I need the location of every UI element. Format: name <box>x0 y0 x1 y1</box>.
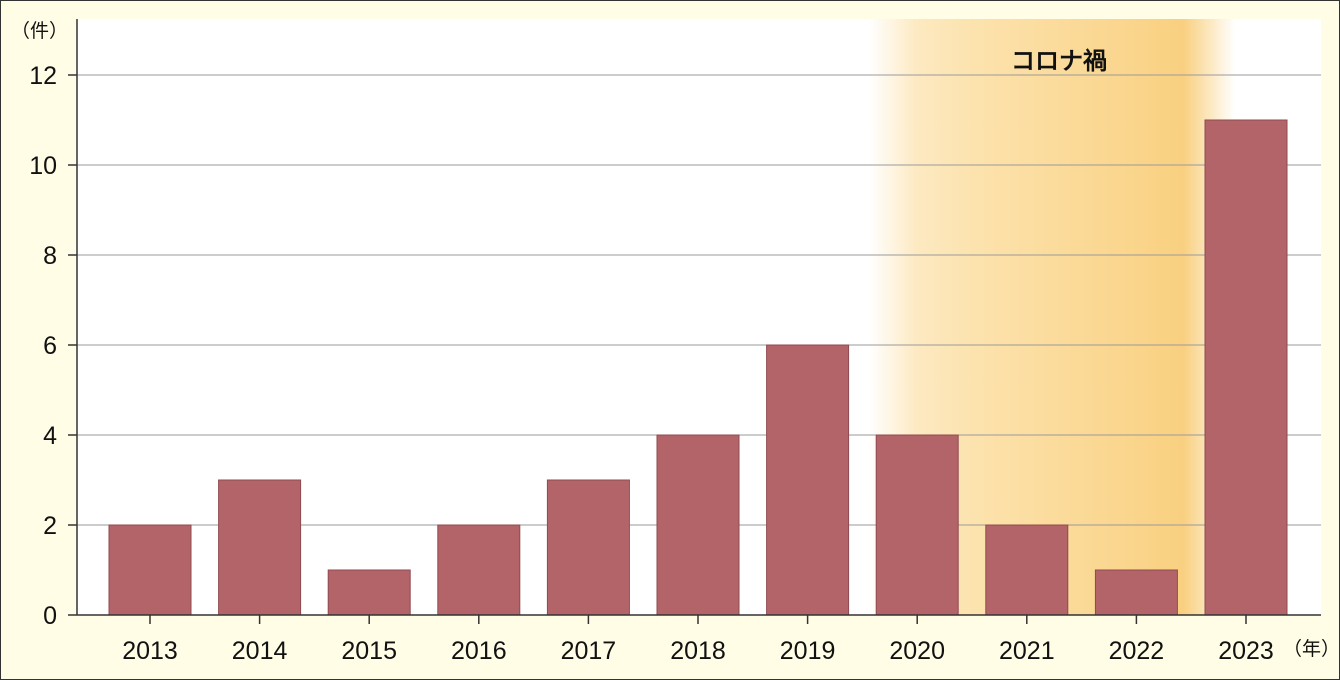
x-tick-label-2019: 2019 <box>780 637 836 665</box>
y-tick-label-8: 8 <box>43 242 57 270</box>
bar-2014 <box>218 479 302 616</box>
bar-2023 <box>1204 119 1288 616</box>
x-tick-label-2023: 2023 <box>1218 637 1274 665</box>
x-axis-ticks: 2013 2014 2015 2016 2017 2018 2019 2020 2021 2022… <box>122 615 1274 665</box>
x-tick-label-2015: 2015 <box>341 637 397 665</box>
y-tick-label-2: 2 <box>43 512 57 540</box>
x-tick-label-2017: 2017 <box>561 637 617 665</box>
x-tick-label-2018: 2018 <box>670 637 726 665</box>
x-tick-label-2013: 2013 <box>122 637 178 665</box>
y-tick-label-10: 10 <box>29 152 57 180</box>
bars <box>108 119 1288 616</box>
bar-2021 <box>985 524 1069 616</box>
y-tick-label-12: 12 <box>29 62 57 90</box>
y-axis-ticks: 0 2 4 6 8 10 12 <box>29 62 77 630</box>
x-tick-label-2021: 2021 <box>999 637 1055 665</box>
bar-2019 <box>766 344 850 616</box>
y-tick-label-6: 6 <box>43 332 57 360</box>
bar-2017 <box>546 479 630 616</box>
x-tick-label-2014: 2014 <box>232 637 288 665</box>
bar-2016 <box>437 524 521 616</box>
x-tick-label-2016: 2016 <box>451 637 507 665</box>
bar-2018 <box>656 434 740 616</box>
x-tick-label-2020: 2020 <box>889 637 945 665</box>
x-axis-unit-label: （年） <box>1283 638 1339 660</box>
bar-2020 <box>875 434 959 616</box>
y-tick-label-0: 0 <box>43 602 57 630</box>
y-axis-unit-label: （件） <box>11 20 68 42</box>
bar-2022 <box>1094 569 1178 616</box>
bar-2015 <box>327 569 411 616</box>
bar-2013 <box>108 524 192 616</box>
x-tick-label-2022: 2022 <box>1109 637 1165 665</box>
corona-period-label: コロナ禍 <box>1011 47 1107 75</box>
y-tick-label-4: 4 <box>43 422 57 450</box>
